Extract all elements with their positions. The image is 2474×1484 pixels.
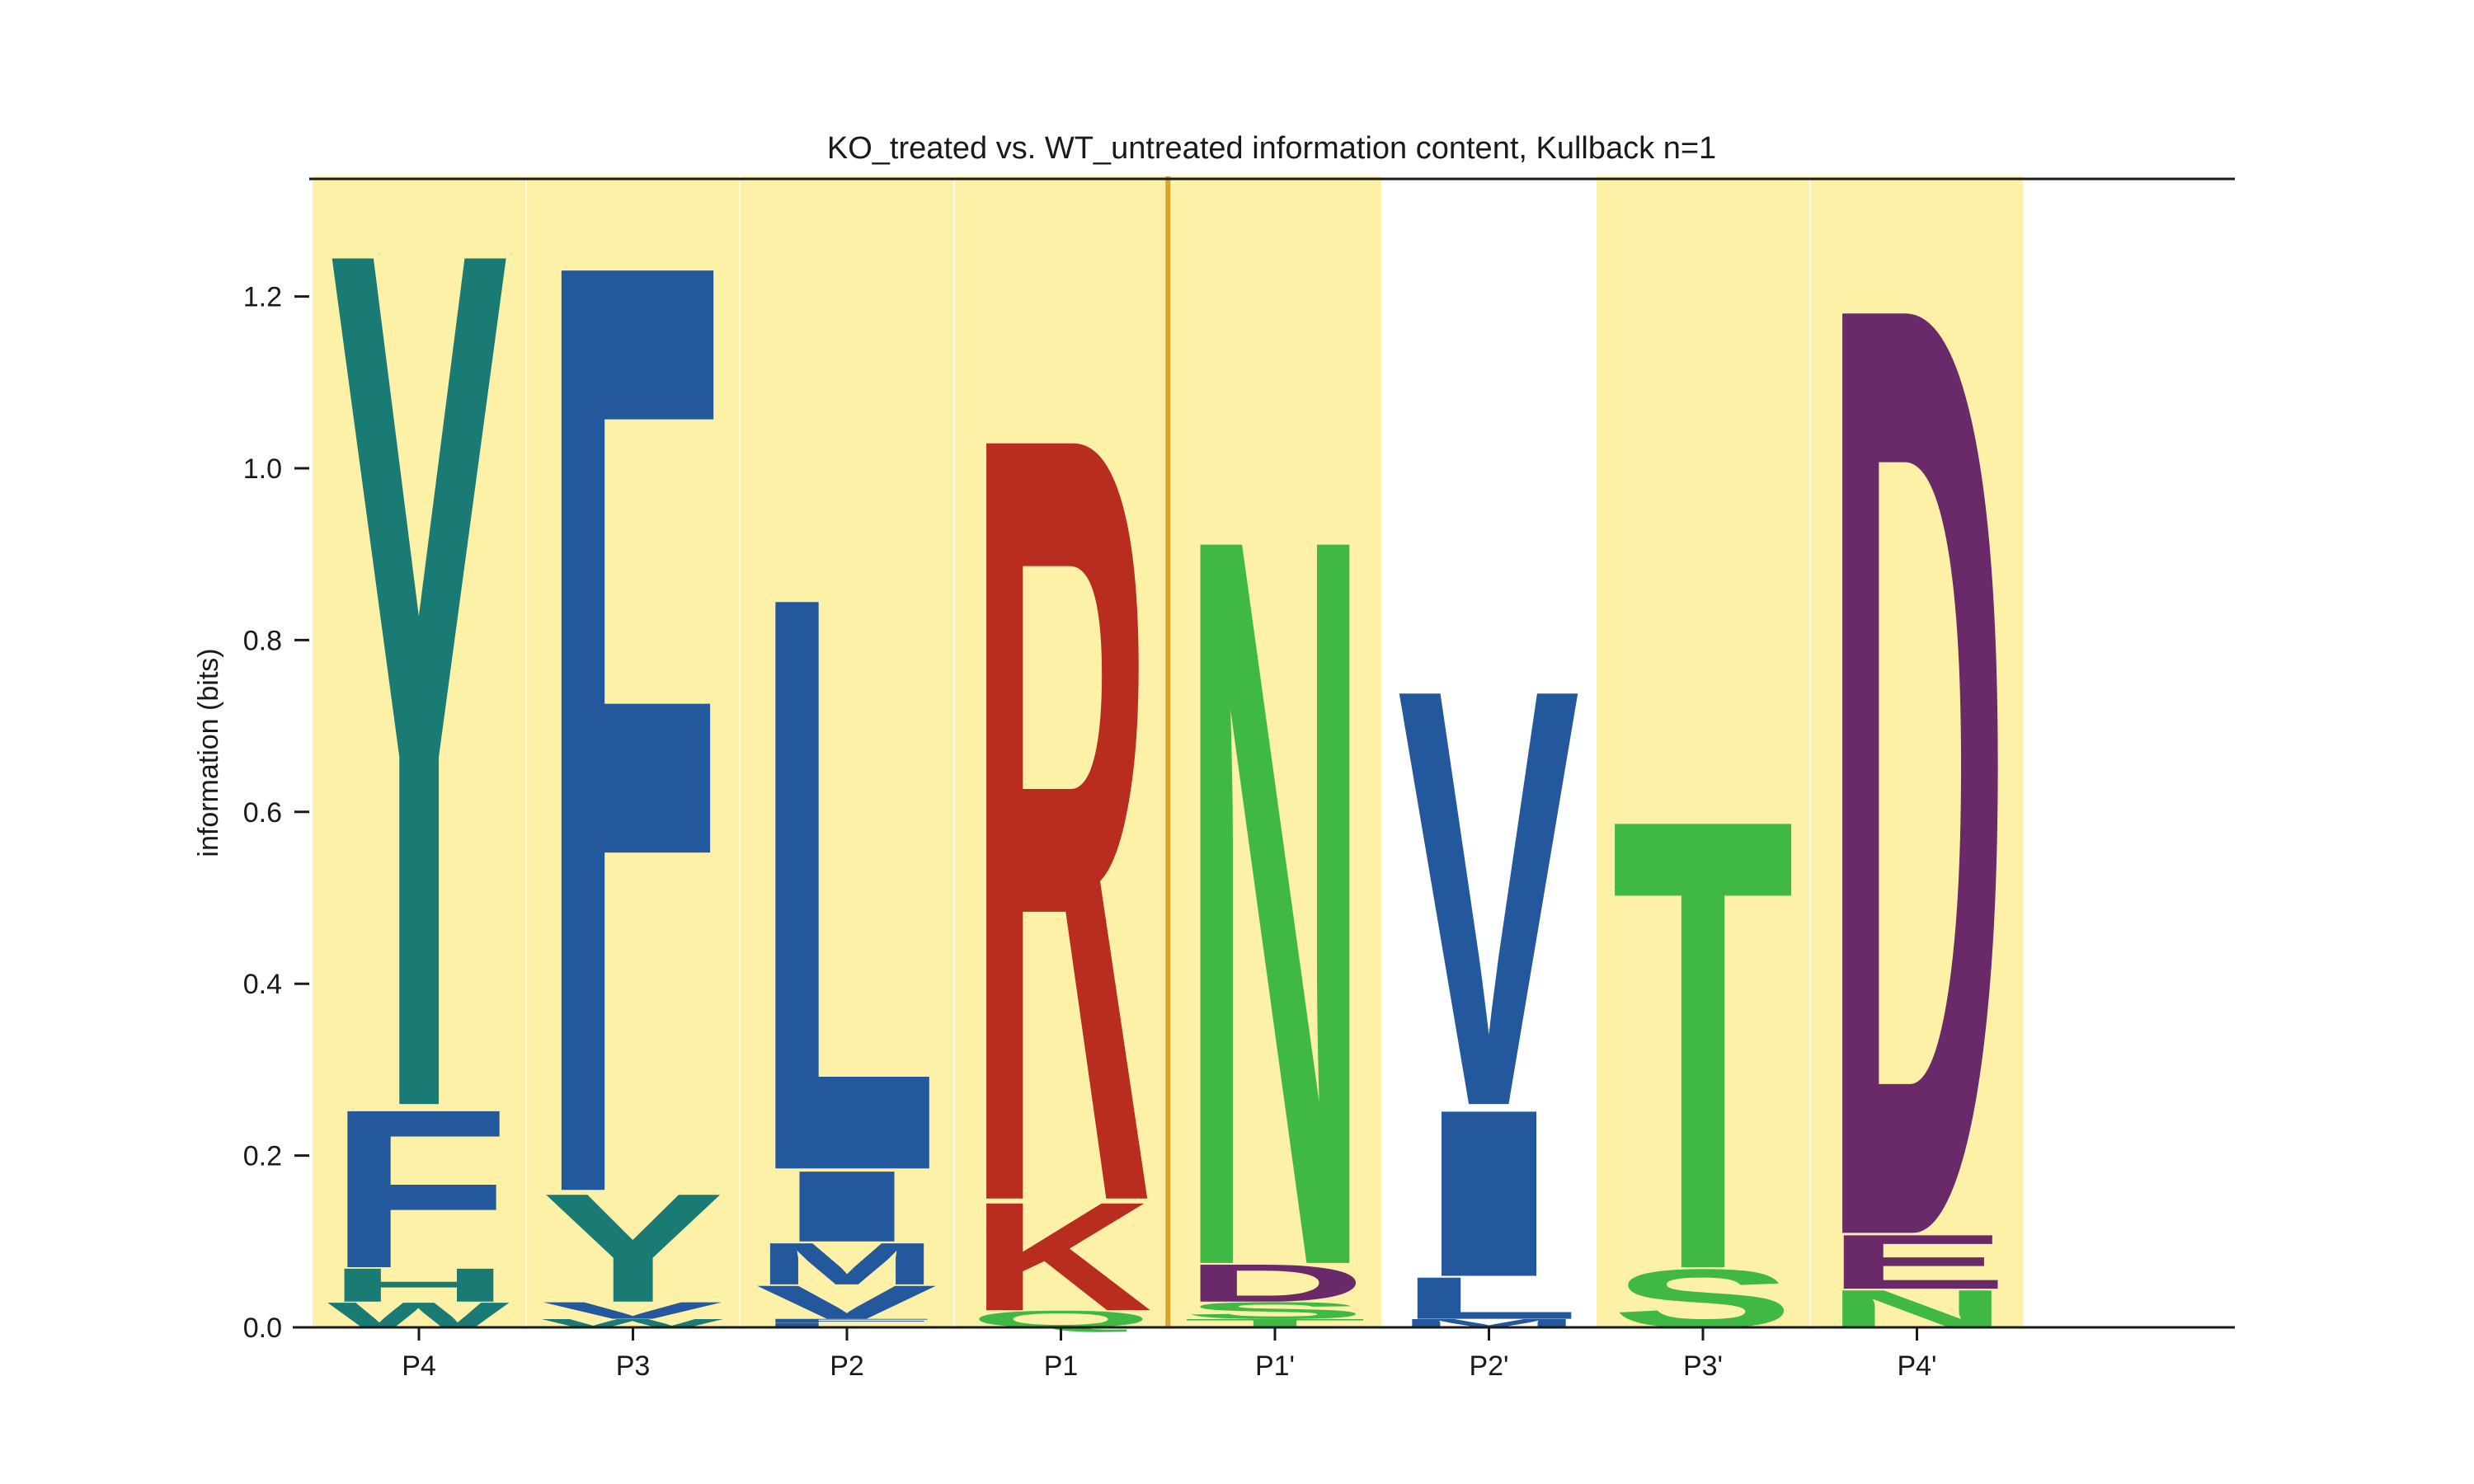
logo-letter-P4-F-2: F — [327, 1063, 510, 1316]
logo-letter-P2-M-3: M — [755, 1231, 938, 1298]
x-tick-label: P1' — [1255, 1350, 1295, 1382]
highlight-band-P1prime — [1169, 176, 1381, 1328]
y-tick-label: 0.8 — [243, 625, 282, 656]
logo-letter-P4prime-E-1: E — [1826, 1219, 2009, 1305]
logo-letter-P1prime-S-1: S — [1183, 1297, 1366, 1323]
logo-letter-P2prime-L-1: L — [1398, 1265, 1581, 1331]
highlight-band-P4 — [313, 176, 525, 1328]
logo-letter-P4prime-D-2: D — [1826, 25, 2009, 1484]
x-tick-label: P4 — [402, 1350, 436, 1382]
highlight-band-P3 — [526, 176, 740, 1328]
logo-letter-P2prime-I-2: I — [1398, 1060, 1581, 1327]
x-tick-label: P4' — [1897, 1350, 1936, 1382]
highlight-bands — [313, 176, 2024, 1328]
logo-letter-P1-K-1: K — [970, 1170, 1153, 1343]
x-tick-label: P2 — [830, 1350, 864, 1382]
highlight-band-P4prime — [1810, 176, 2024, 1328]
logo-letter-P2-I-4: I — [755, 1150, 938, 1263]
y-axis-label: information (bits) — [193, 648, 224, 857]
highlight-band-P1 — [954, 176, 1168, 1328]
axes — [293, 177, 2235, 1329]
logo-letter-P4-Y-3: Y — [327, 0, 510, 1364]
logo-letter-P3prime-T-1: T — [1611, 684, 1794, 1404]
logo-letter-P3-F-3: F — [542, 0, 725, 1473]
logo-letter-P1prime-D-2: D — [1183, 1253, 1366, 1313]
x-tick-label: P3 — [616, 1350, 651, 1382]
x-tick-label: P2' — [1469, 1350, 1508, 1382]
y-tick-label: 0.6 — [243, 797, 282, 829]
logo-letter-P1prime-N-3: N — [1183, 319, 1366, 1484]
highlight-band-P3prime — [1597, 176, 1809, 1328]
y-tick-label: 0.2 — [243, 1141, 282, 1172]
logo-letter-P2-F-1: F — [755, 1317, 938, 1324]
logo-letter-P3-Y-2: Y — [542, 1162, 725, 1335]
logo-letter-P2prime-V-3: V — [1398, 566, 1582, 1231]
logo-letter-P2-V-2: V — [755, 1275, 938, 1329]
logo-letter-P1-R-2: R — [970, 204, 1153, 1431]
y-tick-label: 1.2 — [243, 282, 282, 313]
x-tick-label: P3' — [1683, 1350, 1723, 1382]
y-tick-label: 1.0 — [243, 453, 282, 485]
x-tick-label: P1 — [1044, 1350, 1079, 1382]
chart-title: KO_treated vs. WT_untreated information … — [827, 131, 1716, 166]
y-tick-label: 0.4 — [243, 969, 282, 1000]
y-axis-ticks: 0.0 0.2 0.4 0.6 0.8 1.0 1.2 — [243, 282, 309, 1344]
logo-letter-P2-L-0: L — [755, 1322, 938, 1328]
logo-letter-P2-L-5: L — [755, 425, 938, 1344]
logo-letter-P4-H-1: H — [327, 1258, 510, 1312]
y-tick-label: 0.0 — [243, 1313, 282, 1344]
x-axis-ticks: P4 P3 P2 P1 P1' P2' P3' P4' — [402, 1327, 1937, 1382]
highlight-band-P2 — [741, 176, 953, 1328]
logo-letter-P3-V-1: V — [542, 1297, 724, 1323]
